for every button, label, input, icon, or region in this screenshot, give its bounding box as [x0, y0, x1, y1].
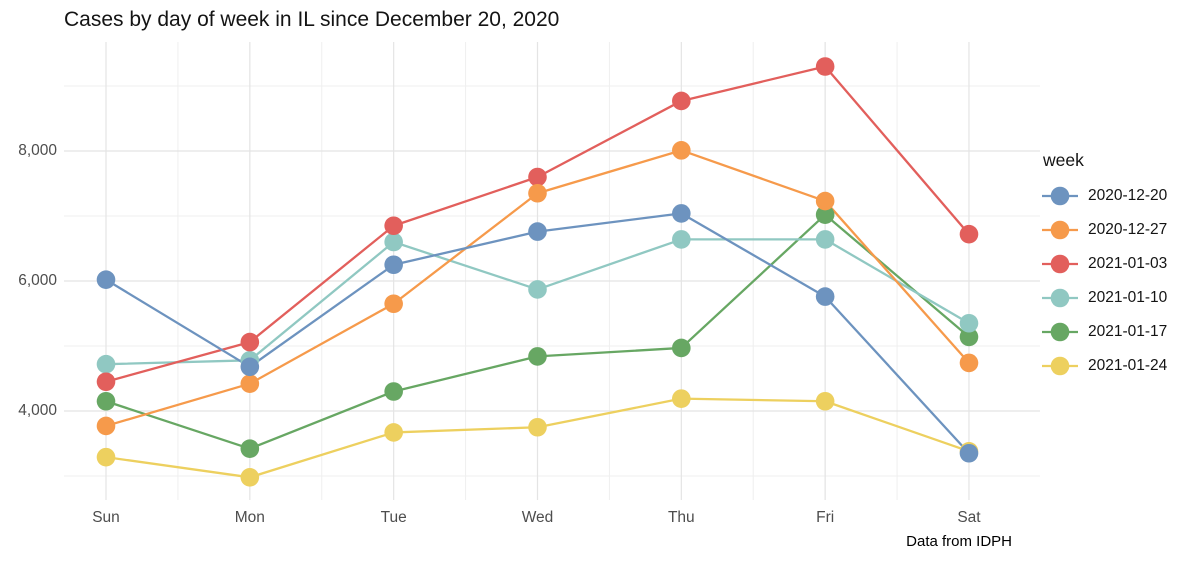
legend-key-icon [1042, 186, 1078, 206]
data-point [815, 57, 835, 76]
x-tick-label: Sun [92, 509, 120, 526]
legend: week 2020-12-20 2020-12-27 2021-01-03 2021-… [1042, 150, 1167, 383]
legend-item-label: 2021-01-10 [1088, 289, 1168, 306]
data-point [96, 372, 116, 392]
data-point [815, 391, 835, 411]
legend-item-label: 2021-01-24 [1088, 357, 1168, 374]
data-point [384, 232, 403, 252]
gridlines-major [64, 42, 1040, 500]
data-point [528, 347, 547, 366]
data-point [384, 294, 403, 314]
x-tick-label: Sat [957, 509, 981, 526]
x-tick-label: Tue [380, 509, 407, 526]
data-point [815, 230, 835, 249]
data-point [384, 216, 403, 236]
data-point [528, 280, 547, 299]
data-point [672, 141, 691, 160]
series-point-group [96, 204, 979, 463]
legend-item: 2020-12-20 [1042, 179, 1167, 213]
x-tick-label: Wed [521, 509, 554, 526]
data-point [240, 374, 260, 394]
legend-item-label: 2020-12-27 [1088, 221, 1168, 238]
data-point [672, 204, 691, 223]
legend-item-label: 2020-12-20 [1088, 187, 1168, 204]
data-point [240, 357, 260, 377]
caption: Data from IDPH [906, 533, 1012, 550]
y-tick-label: 4,000 [18, 402, 57, 419]
data-point [959, 224, 979, 244]
data-point [240, 439, 260, 459]
series-point-group [96, 57, 979, 392]
data-point [96, 416, 116, 436]
data-point [672, 230, 691, 249]
data-point [815, 191, 835, 211]
legend-items: 2020-12-20 2020-12-27 2021-01-03 2021-01-10… [1042, 179, 1167, 383]
data-point [240, 468, 260, 487]
x-tick-label: Mon [234, 509, 265, 526]
legend-item: 2021-01-24 [1042, 349, 1167, 383]
series-point-group [96, 230, 979, 374]
data-point [96, 270, 116, 290]
data-point [240, 332, 260, 352]
data-point [815, 287, 835, 306]
data-point [672, 389, 691, 408]
legend-item: 2021-01-10 [1042, 281, 1167, 315]
data-point [528, 417, 547, 437]
data-point [672, 91, 691, 111]
x-tick-label: Fri [816, 509, 835, 526]
data-point [528, 183, 547, 203]
legend-item: 2021-01-03 [1042, 247, 1167, 281]
data-point [815, 205, 835, 224]
chart-title: Cases by day of week in IL since Decembe… [64, 8, 560, 31]
data-point [959, 443, 979, 463]
legend-item: 2021-01-17 [1042, 315, 1167, 349]
series-point-group [96, 141, 979, 436]
data-point [672, 338, 691, 358]
data-point [96, 354, 116, 374]
legend-key-icon [1042, 356, 1078, 376]
gridlines-minor [64, 42, 1040, 500]
x-tick-label: Thu [667, 509, 695, 526]
data-point [959, 327, 979, 347]
legend-item: 2020-12-27 [1042, 213, 1167, 247]
legend-key-icon [1042, 288, 1078, 308]
legend-item-label: 2021-01-03 [1088, 255, 1168, 272]
data-point [959, 313, 979, 333]
data-point [528, 167, 547, 187]
y-tick-label: 6,000 [18, 272, 57, 289]
y-tick-label: 8,000 [18, 142, 57, 159]
data-point [959, 353, 979, 373]
data-point [96, 447, 116, 467]
data-point [528, 222, 547, 241]
data-point [384, 423, 403, 442]
series-points [96, 57, 979, 487]
legend-title: week [1043, 150, 1084, 170]
series-point-group [96, 205, 979, 459]
legend-key-icon [1042, 322, 1078, 342]
data-point [96, 391, 116, 411]
legend-key-icon [1042, 254, 1078, 274]
legend-item-label: 2021-01-17 [1088, 323, 1168, 340]
data-point [384, 382, 403, 401]
data-point [384, 255, 403, 275]
legend-key-icon [1042, 220, 1078, 240]
